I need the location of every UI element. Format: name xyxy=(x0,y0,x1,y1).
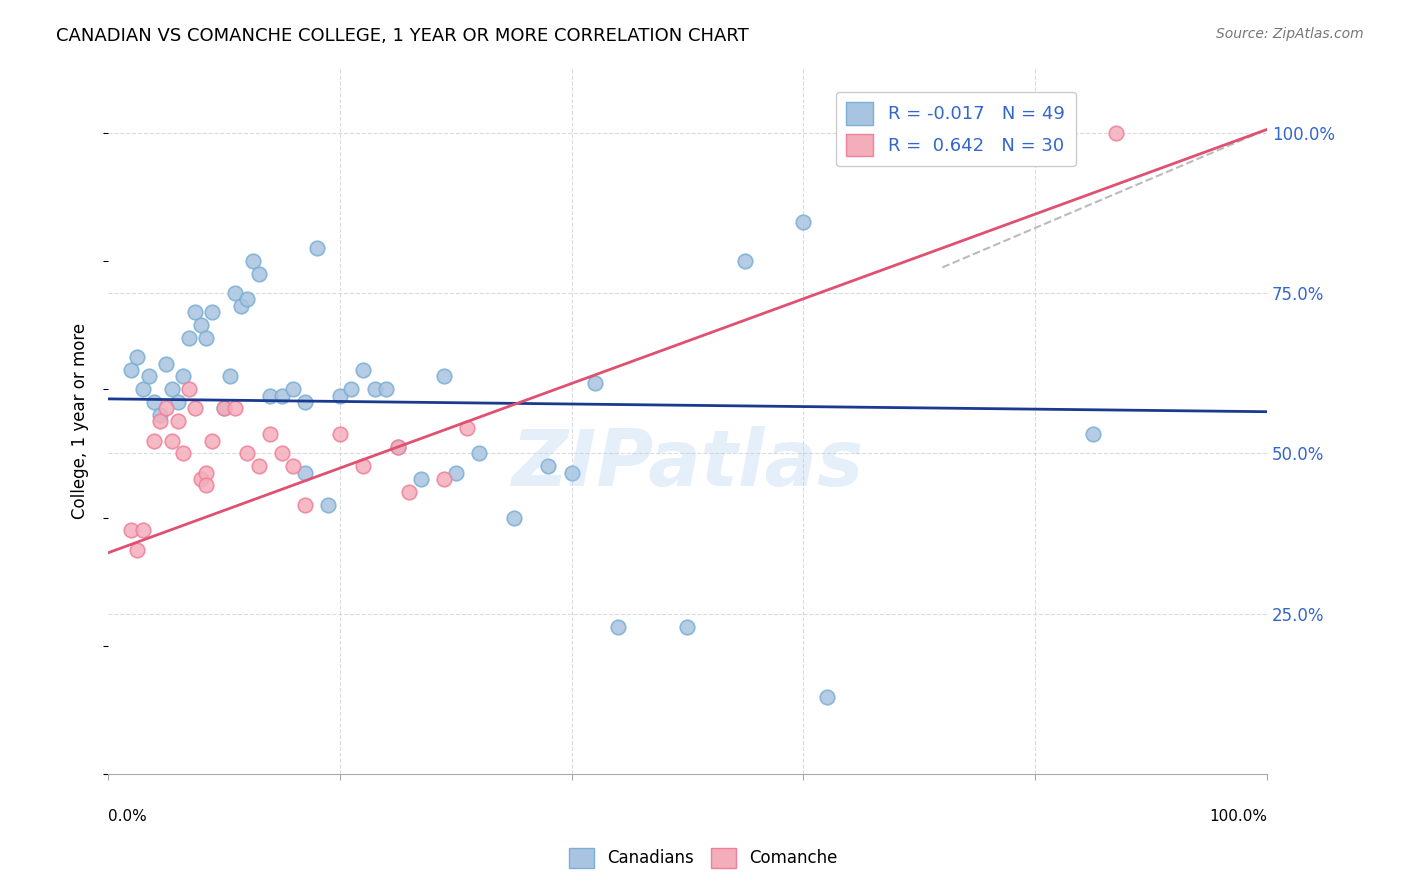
Point xyxy=(375,382,398,396)
Point xyxy=(184,401,207,416)
Point xyxy=(201,305,224,319)
Point xyxy=(468,446,491,460)
Point xyxy=(329,389,352,403)
Point xyxy=(398,484,420,499)
Point xyxy=(283,459,305,474)
Point xyxy=(294,466,316,480)
Point xyxy=(120,363,142,377)
Point xyxy=(143,434,166,448)
Point xyxy=(195,466,218,480)
Point xyxy=(195,478,218,492)
Text: ZIPatlas: ZIPatlas xyxy=(512,425,863,501)
Text: 100.0%: 100.0% xyxy=(1209,809,1267,824)
Point xyxy=(179,382,201,396)
Point xyxy=(352,363,374,377)
Point xyxy=(387,440,409,454)
Point xyxy=(734,254,756,268)
Point xyxy=(224,286,246,301)
Point xyxy=(125,542,148,557)
Text: CANADIAN VS COMANCHE COLLEGE, 1 YEAR OR MORE CORRELATION CHART: CANADIAN VS COMANCHE COLLEGE, 1 YEAR OR … xyxy=(56,27,749,45)
Point xyxy=(283,382,305,396)
Point xyxy=(160,434,183,448)
Legend: R = -0.017   N = 49, R =  0.642   N = 30: R = -0.017 N = 49, R = 0.642 N = 30 xyxy=(835,92,1076,167)
Point xyxy=(190,318,212,332)
Point xyxy=(409,472,432,486)
Point xyxy=(259,427,281,442)
Point xyxy=(329,427,352,442)
Point xyxy=(502,510,524,524)
Point xyxy=(792,215,814,229)
Legend: Canadians, Comanche: Canadians, Comanche xyxy=(562,841,844,875)
Point xyxy=(815,690,838,705)
Point xyxy=(149,414,172,428)
Point xyxy=(270,446,292,460)
Point xyxy=(561,466,583,480)
Text: Source: ZipAtlas.com: Source: ZipAtlas.com xyxy=(1216,27,1364,41)
Point xyxy=(125,350,148,364)
Point xyxy=(433,369,456,384)
Point xyxy=(132,524,155,538)
Point xyxy=(236,293,259,307)
Point xyxy=(340,382,363,396)
Point xyxy=(138,369,160,384)
Point xyxy=(184,305,207,319)
Point xyxy=(212,401,235,416)
Point xyxy=(583,376,606,390)
Point xyxy=(201,434,224,448)
Point xyxy=(444,466,467,480)
Point xyxy=(352,459,374,474)
Point xyxy=(259,389,281,403)
Point xyxy=(676,619,699,633)
Point xyxy=(247,267,270,281)
Point xyxy=(224,401,246,416)
Point xyxy=(242,254,264,268)
Point xyxy=(456,421,478,435)
Point xyxy=(294,395,316,409)
Point xyxy=(218,369,240,384)
Point xyxy=(294,498,316,512)
Point xyxy=(143,395,166,409)
Text: 0.0%: 0.0% xyxy=(108,809,146,824)
Point xyxy=(149,408,172,422)
Point xyxy=(231,299,253,313)
Point xyxy=(1081,427,1104,442)
Point xyxy=(212,401,235,416)
Point xyxy=(132,382,155,396)
Point xyxy=(537,459,560,474)
Point xyxy=(160,382,183,396)
Point xyxy=(155,401,177,416)
Point xyxy=(155,357,177,371)
Point xyxy=(166,395,188,409)
Point xyxy=(236,446,259,460)
Point xyxy=(606,619,628,633)
Point xyxy=(190,472,212,486)
Point xyxy=(247,459,270,474)
Point xyxy=(179,331,201,345)
Y-axis label: College, 1 year or more: College, 1 year or more xyxy=(72,323,89,519)
Point xyxy=(316,498,339,512)
Point xyxy=(172,446,194,460)
Point xyxy=(305,241,328,255)
Point xyxy=(195,331,218,345)
Point xyxy=(433,472,456,486)
Point xyxy=(172,369,194,384)
Point xyxy=(387,440,409,454)
Point xyxy=(120,524,142,538)
Point xyxy=(166,414,188,428)
Point xyxy=(1105,126,1128,140)
Point xyxy=(363,382,385,396)
Point xyxy=(270,389,292,403)
